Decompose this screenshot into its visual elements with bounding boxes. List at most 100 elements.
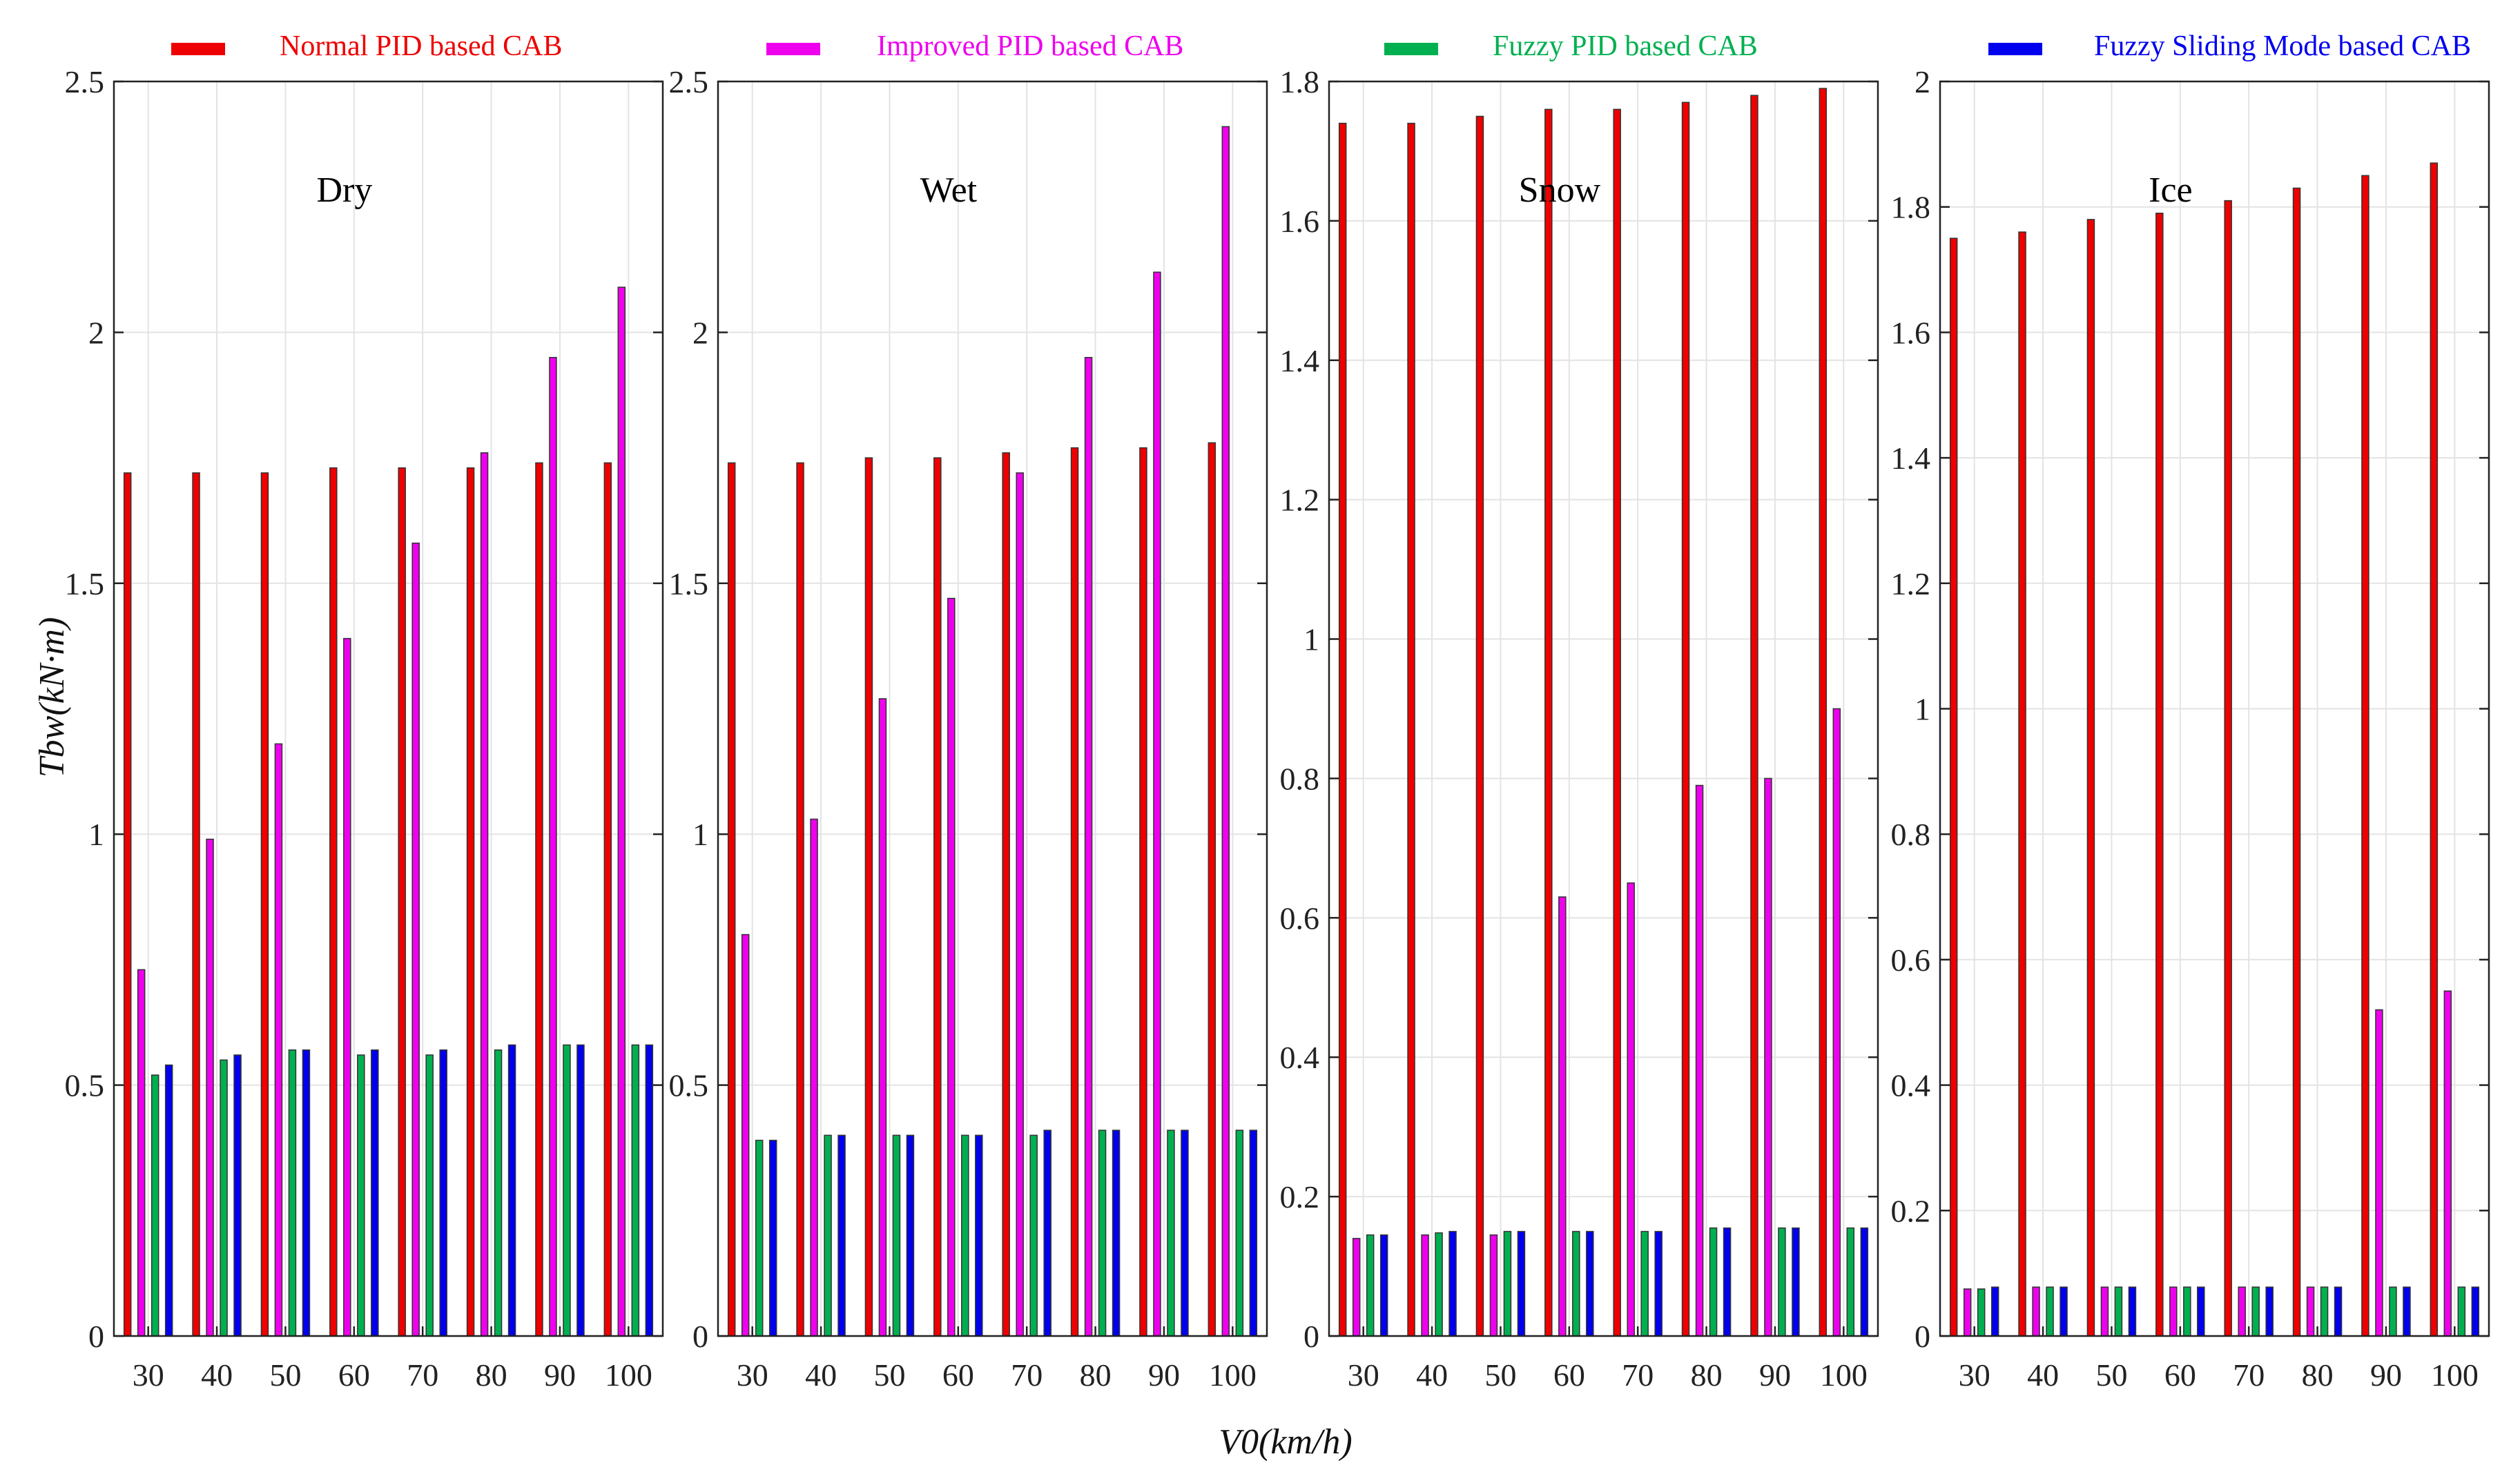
y-tick-label: 2 [692, 315, 708, 350]
legend-label-3: Fuzzy PID based CAB [1493, 30, 1758, 62]
bar-wet-s4-40 [837, 1134, 846, 1337]
bar-wet-s4-80 [1112, 1130, 1121, 1337]
bar-wet-s1-80 [1070, 447, 1079, 1337]
bar-dry-s1-70 [398, 467, 406, 1337]
bar-wet-s3-90 [1167, 1130, 1175, 1337]
x-tick-label: 80 [2302, 1357, 2334, 1393]
bar-dry-s2-30 [137, 969, 146, 1337]
y-tick-label: 0.2 [1891, 1193, 1931, 1228]
bar-dry-s4-40 [233, 1054, 242, 1337]
y-tick-label: 0 [1303, 1319, 1319, 1354]
bar-dry-s1-30 [123, 472, 132, 1337]
bar-wet-s2-70 [1016, 472, 1024, 1337]
bar-dry-s4-90 [576, 1044, 585, 1337]
panel-dry: 0 0.5 1 1.5 2 2.5 30 40 50 60 70 80 90 100 Dry [65, 64, 664, 1393]
legend-swatch-3 [1384, 43, 1438, 55]
x-tick-label: 30 [737, 1357, 768, 1393]
bar-ice-s2-50 [2100, 1286, 2109, 1337]
bar-ice-s3-50 [2114, 1286, 2123, 1337]
x-tick-label: 50 [873, 1357, 905, 1393]
bar-wet-s2-90 [1153, 271, 1161, 1337]
x-tick-label: 40 [1416, 1357, 1448, 1393]
x-axis-label: V0(km/h) [1219, 1422, 1352, 1462]
bar-dry-s2-100 [617, 287, 626, 1337]
bar-dry-s4-50 [302, 1049, 311, 1337]
y-tick-label: 0.6 [1891, 942, 1931, 978]
legend-label-1: Normal PID based CAB [280, 30, 562, 62]
bar-snow-s2-30 [1352, 1237, 1361, 1337]
bar-snow-s3-70 [1640, 1230, 1649, 1337]
y-tick-label: 0 [692, 1319, 708, 1354]
bar-wet-s3-100 [1235, 1130, 1244, 1337]
y-tick-label: 0.6 [1280, 900, 1320, 936]
y-tick-label: 1.6 [1280, 204, 1320, 239]
bar-dry-s3-50 [288, 1049, 297, 1337]
bar-snow-s1-70 [1613, 108, 1621, 1337]
bar-snow-s2-100 [1832, 708, 1841, 1337]
bar-snow-s4-60 [1586, 1230, 1594, 1337]
bar-snow-s3-60 [1572, 1230, 1580, 1337]
y-tick-label: 1.8 [1280, 64, 1320, 99]
bar-wet-s3-70 [1029, 1134, 1038, 1337]
bar-ice-s4-90 [2403, 1286, 2411, 1337]
bar-dry-s1-90 [535, 462, 543, 1337]
bar-snow-s3-100 [1846, 1227, 1855, 1337]
bar-snow-s1-80 [1681, 101, 1690, 1337]
bar-wet-s1-60 [933, 457, 942, 1337]
x-tick-label: 70 [407, 1357, 438, 1393]
bar-dry-s1-100 [603, 462, 612, 1337]
x-tick-label: 40 [2027, 1357, 2059, 1393]
bar-ice-s3-90 [2389, 1286, 2397, 1337]
x-tick-label: 50 [2095, 1357, 2127, 1393]
bar-snow-s1-40 [1407, 122, 1415, 1337]
bar-ice-s1-80 [2292, 187, 2301, 1337]
bar-snow-s3-80 [1709, 1227, 1718, 1337]
bar-snow-s1-50 [1475, 115, 1484, 1337]
y-tick-label: 1.5 [669, 566, 709, 601]
legend-label-2: Improved PID based CAB [877, 30, 1183, 62]
x-tick-label: 80 [1080, 1357, 1112, 1393]
bar-dry-s2-80 [480, 452, 489, 1337]
bar-snow-s4-70 [1654, 1230, 1663, 1337]
bar-ice-s1-30 [1949, 238, 1958, 1337]
bar-snow-s4-80 [1723, 1227, 1732, 1337]
panel-ice: 0 0.2 0.4 0.6 0.8 1 1.2 1.4 1.6 1.8 2 30 40 50 60 70 80 9… [1891, 64, 2490, 1393]
y-tick-label: 0 [88, 1319, 104, 1354]
bar-snow-s4-40 [1448, 1230, 1457, 1337]
bar-snow-s3-30 [1366, 1234, 1375, 1337]
bar-snow-s1-30 [1338, 122, 1347, 1337]
bar-ice-s2-70 [2238, 1286, 2246, 1337]
bar-dry-s2-60 [343, 637, 351, 1337]
panel-frame [717, 80, 1268, 1337]
bar-wet-s3-80 [1098, 1130, 1107, 1337]
bar-wet-s2-50 [878, 698, 887, 1337]
y-tick-label: 0.2 [1280, 1179, 1320, 1214]
x-tick-label: 90 [544, 1357, 576, 1393]
bar-dry-s3-30 [151, 1074, 159, 1337]
bar-snow-s4-50 [1517, 1230, 1526, 1337]
bar-snow-s4-30 [1379, 1234, 1388, 1337]
bar-ice-s4-30 [1990, 1286, 1999, 1337]
y-tick-label: 1.4 [1891, 441, 1931, 476]
bar-dry-s3-80 [494, 1049, 503, 1337]
y-tick-label: 2.5 [669, 64, 709, 99]
bar-ice-s1-90 [2361, 175, 2369, 1337]
legend-swatch-2 [766, 43, 820, 55]
x-tick-label: 70 [1622, 1357, 1654, 1393]
x-tick-label: 100 [1820, 1357, 1868, 1393]
x-tick-label: 90 [2370, 1357, 2402, 1393]
bar-snow-s2-80 [1695, 784, 1704, 1337]
bar-snow-s2-60 [1558, 896, 1567, 1337]
panel-title: Dry [316, 171, 372, 210]
y-axis-label: Tbw(kN·m) [32, 617, 72, 778]
bar-ice-s2-90 [2375, 1009, 2383, 1337]
y-tick-label: 0.8 [1280, 761, 1320, 796]
y-tick-label: 0 [1915, 1319, 1930, 1354]
bar-wet-s4-30 [768, 1139, 777, 1337]
x-tick-label: 70 [2233, 1357, 2265, 1393]
x-tick-label: 90 [1148, 1357, 1180, 1393]
x-tick-label: 90 [1759, 1357, 1791, 1393]
y-tick-label: 2 [1915, 64, 1930, 99]
bar-ice-s1-60 [2155, 213, 2164, 1337]
